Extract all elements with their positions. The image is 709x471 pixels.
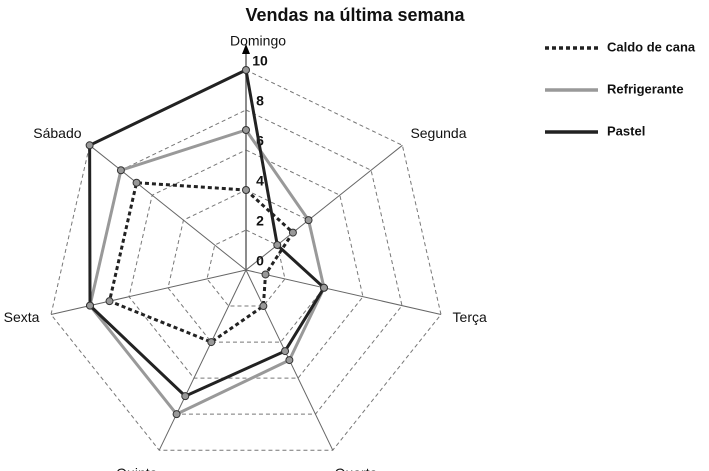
data-point [319,283,328,292]
grid-ring [89,109,403,415]
axis-label: Quinta [116,465,157,471]
data-point [242,126,250,134]
grid-ring [128,149,364,379]
data-point [273,241,282,250]
r-tick-label: 4 [256,173,264,189]
r-tick-label: 8 [256,93,264,109]
axis-line [50,269,247,315]
axis-label: Sábado [33,125,81,141]
axis-arrow [242,44,250,54]
axis-label: Quarta [335,465,378,471]
data-point [132,178,141,187]
data-point [207,338,216,347]
data-point [105,297,114,306]
axis-label: Terça [453,309,487,325]
axis-label: Sexta [4,309,40,325]
data-point [242,66,250,74]
data-point [281,347,290,356]
series-line [107,181,295,344]
axis-line [89,144,247,271]
data-point [86,301,95,310]
series-line [88,67,326,398]
data-point [172,410,181,419]
data-point [285,356,294,365]
data-point [259,302,268,311]
r-tick-label: 10 [252,53,268,69]
axis-line [245,144,403,271]
legend-label: Refrigerante [607,81,684,96]
axis-label: Domingo [230,33,286,49]
series-line [88,128,326,417]
axis-label: Segunda [410,125,466,141]
data-point [304,216,313,225]
data-point [181,392,190,401]
legend-label: Caldo de cana [607,39,696,54]
grid-ring [206,229,286,307]
data-point [85,141,94,150]
axis-line [245,269,442,315]
data-point [116,166,125,175]
r-tick-label: 0 [256,253,264,269]
data-point [288,228,297,237]
axis-line [158,269,247,451]
r-tick-label: 2 [256,213,264,229]
data-point [261,270,270,279]
chart-title: Vendas na última semana [245,5,465,25]
data-point [242,186,250,194]
legend-label: Pastel [607,123,645,138]
